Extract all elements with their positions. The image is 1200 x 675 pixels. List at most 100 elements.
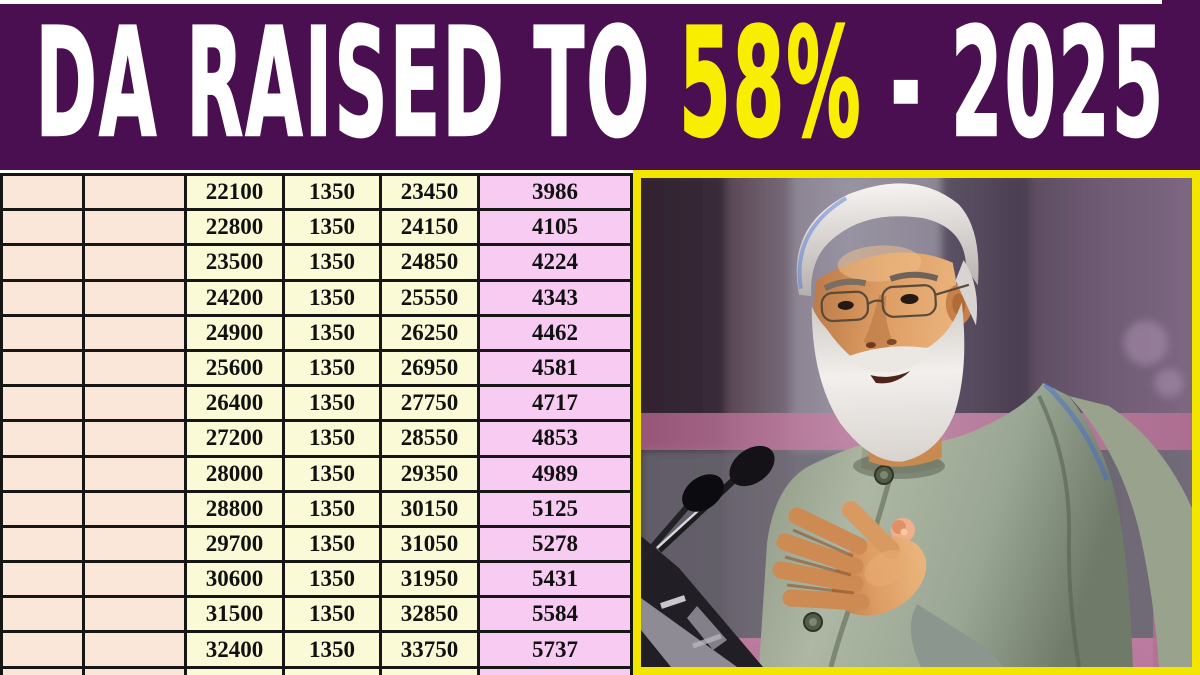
table-cell: 4343 — [480, 281, 633, 317]
table-cell — [85, 598, 187, 634]
microphone-head-1 — [729, 445, 775, 487]
table-cell — [3, 351, 85, 388]
table-row: 30600 1350 31950 5431 — [3, 563, 633, 599]
eyebrow-left — [823, 278, 867, 292]
table-cell: 24150 — [382, 211, 480, 247]
gesturing-hand — [772, 501, 1003, 667]
table-cell: 27750 — [382, 387, 480, 423]
table-cell — [85, 387, 187, 423]
table-row — [3, 668, 633, 675]
speaker-photo-frame — [633, 170, 1200, 675]
table-cell: 1350 — [285, 387, 382, 423]
table-cell — [3, 633, 85, 669]
table-cell — [3, 527, 85, 564]
table-cell: 1350 — [285, 633, 382, 669]
table-cell: 1350 — [285, 351, 382, 388]
table-row: 26400 1350 27750 4717 — [3, 387, 633, 423]
table-cell: 4462 — [480, 316, 633, 352]
finger-shadows — [784, 528, 855, 595]
table-row: 28000 1350 29350 4989 — [3, 457, 633, 493]
table-cell — [85, 527, 187, 564]
mustache — [848, 346, 929, 373]
headline-part-2: - 2025 — [862, 0, 1165, 171]
table-cell: 4989 — [480, 457, 633, 493]
banner-divider — [0, 170, 633, 173]
table-cell: 32850 — [382, 598, 480, 634]
speaker-head — [796, 183, 979, 467]
blue-rim-light — [1043, 382, 1110, 481]
table-cell — [85, 563, 187, 599]
table-cell: 1350 — [285, 211, 382, 247]
table-cell: 32400 — [187, 633, 285, 669]
table-cell: 4581 — [480, 351, 633, 388]
pay-table: 22100 1350 23450 3986 22800 1350 24150 4105 2350… — [0, 173, 633, 675]
table-cell: 1350 — [285, 457, 382, 493]
table-cell: 26250 — [382, 316, 480, 352]
table-cell — [85, 633, 187, 669]
table-cell: 28800 — [187, 492, 285, 528]
table-cell: 1350 — [285, 422, 382, 458]
table-cell — [3, 422, 85, 458]
table-cell: 4224 — [480, 246, 633, 282]
table-cell: 25550 — [382, 281, 480, 317]
table-row: 23500 1350 24850 4224 — [3, 246, 633, 282]
table-cell — [85, 351, 187, 388]
headline-text: DA RAISED TO 58% - 2025 — [34, 0, 1165, 171]
table-row: 32400 1350 33750 5737 — [3, 633, 633, 669]
mic-stand-shine — [656, 507, 702, 549]
table-row: 25600 1350 26950 4581 — [3, 351, 633, 388]
pay-table-body: 22100 1350 23450 3986 22800 1350 24150 4105 2350… — [3, 176, 633, 675]
table-cell: 29350 — [382, 457, 480, 493]
table-cell — [85, 457, 187, 493]
table-cell — [285, 668, 382, 675]
forehead-highlight — [837, 245, 922, 282]
table-cell: 4105 — [480, 211, 633, 247]
podium-and-microphones — [641, 445, 775, 667]
table-cell — [3, 457, 85, 493]
table-cell — [85, 422, 187, 458]
table-cell: 31500 — [187, 598, 285, 634]
top-white-strip — [0, 0, 1162, 4]
eyebrow-right — [889, 271, 939, 282]
sleeve-right — [1069, 396, 1192, 667]
table-cell — [3, 563, 85, 599]
table-row: 22100 1350 23450 3986 — [3, 176, 633, 212]
table-cell: 23500 — [187, 246, 285, 282]
table-cell: 30150 — [382, 492, 480, 528]
table-cell: 1350 — [285, 316, 382, 352]
table-cell — [3, 598, 85, 634]
table-cell — [85, 316, 187, 352]
table-cell: 5584 — [480, 598, 633, 634]
table-cell: 22800 — [187, 211, 285, 247]
table-row: 28800 1350 30150 5125 — [3, 492, 633, 528]
table-cell: 23450 — [382, 176, 480, 212]
table-cell — [85, 668, 187, 675]
table-cell — [3, 387, 85, 423]
table-cell — [85, 246, 187, 282]
hair — [796, 183, 979, 297]
eye-right — [900, 293, 919, 305]
glasses — [820, 283, 970, 323]
table-cell: 30600 — [187, 563, 285, 599]
table-cell: 26400 — [187, 387, 285, 423]
table-cell: 4853 — [480, 422, 633, 458]
table-cell — [3, 176, 85, 212]
vest-button-bottom-center — [809, 618, 817, 626]
table-cell — [3, 668, 85, 675]
table-cell: 28000 — [187, 457, 285, 493]
table-cell: 31050 — [382, 527, 480, 564]
table-cell: 31950 — [382, 563, 480, 599]
headline-highlight-58-percent: 58% — [678, 0, 863, 171]
table-cell — [480, 668, 633, 675]
vest-button-top-center — [880, 471, 888, 479]
table-cell — [3, 246, 85, 282]
table-cell: 29700 — [187, 527, 285, 564]
table-row: 22800 1350 24150 4105 — [3, 211, 633, 247]
mic-clamp-2 — [692, 633, 722, 649]
table-cell: 28550 — [382, 422, 480, 458]
table-cell: 1350 — [285, 492, 382, 528]
hair-rim-light — [797, 196, 848, 289]
mic-stand-2 — [641, 498, 696, 562]
headline-banner: DA RAISED TO 58% - 2025 — [0, 0, 1200, 170]
